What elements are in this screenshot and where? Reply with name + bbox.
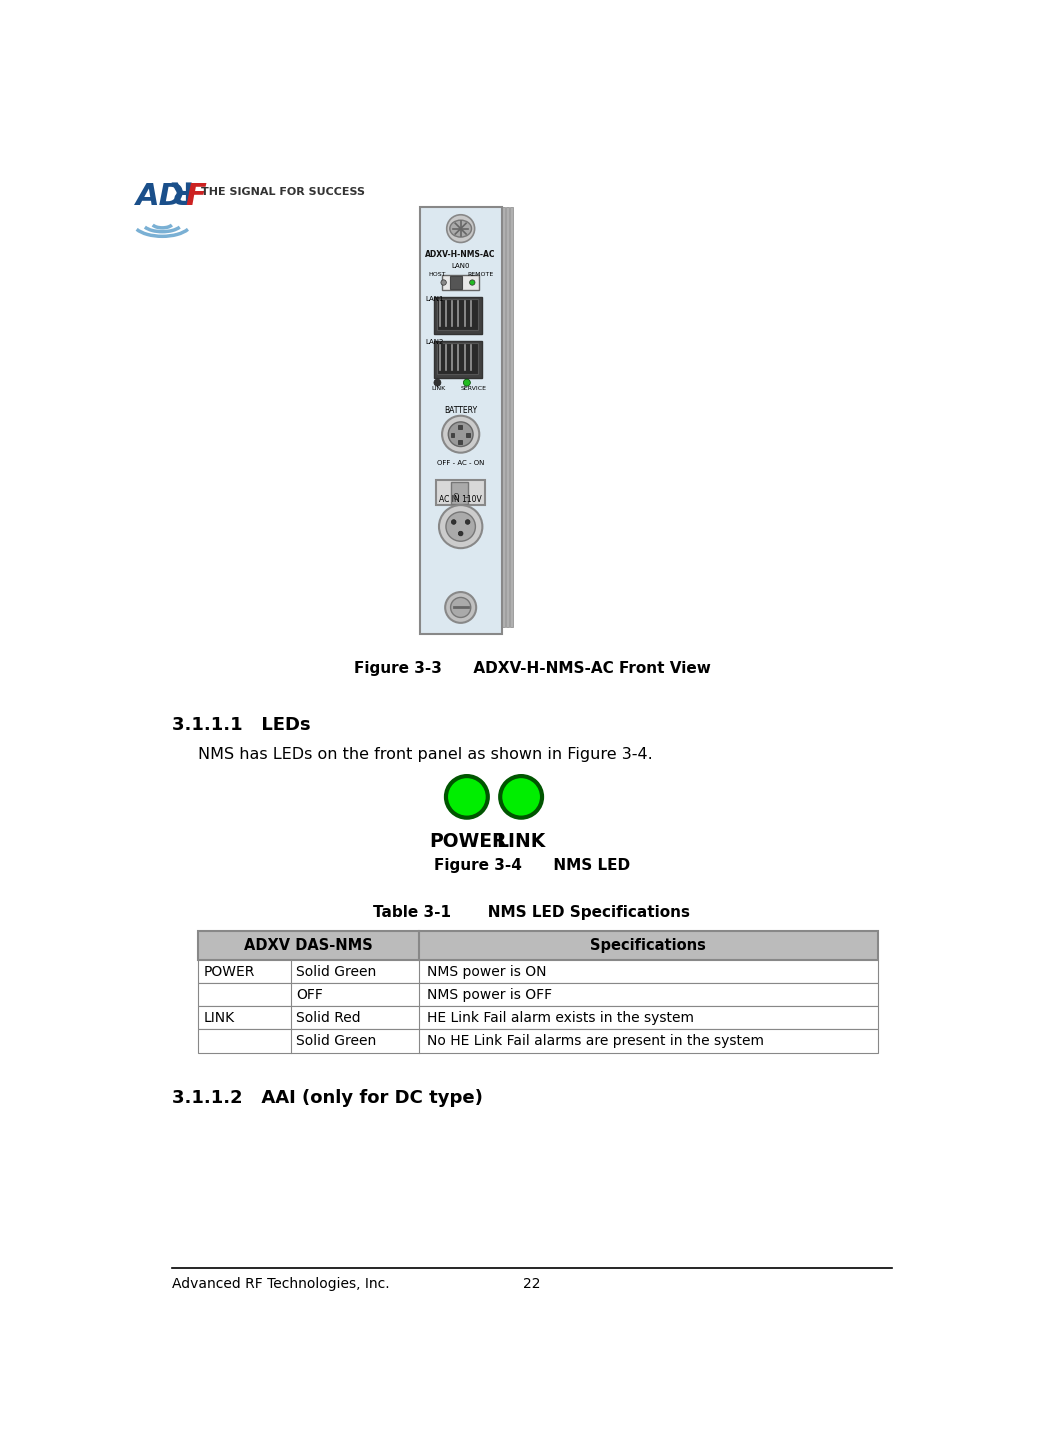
- Circle shape: [434, 379, 441, 386]
- Bar: [198, 1006, 877, 1029]
- Text: Specifications: Specifications: [591, 938, 706, 954]
- Text: BATTERY: BATTERY: [444, 406, 477, 415]
- Bar: [436, 480, 486, 505]
- Circle shape: [441, 280, 446, 285]
- Ellipse shape: [449, 220, 471, 237]
- Text: REMOTE: REMOTE: [467, 272, 493, 277]
- Circle shape: [446, 513, 475, 542]
- Text: NMS has LEDs on the front panel as shown in Figure 3-4.: NMS has LEDs on the front panel as shown…: [198, 747, 653, 761]
- Circle shape: [463, 379, 470, 386]
- Text: Table 3-1       NMS LED Specifications: Table 3-1 NMS LED Specifications: [374, 904, 690, 920]
- Text: LINK: LINK: [431, 386, 445, 392]
- Text: OFF: OFF: [297, 987, 323, 1002]
- Text: LAN0: LAN0: [452, 262, 470, 268]
- Bar: [198, 930, 877, 960]
- Bar: [506, 207, 509, 626]
- Bar: [434, 297, 483, 333]
- Bar: [450, 432, 455, 437]
- Text: SERVICE: SERVICE: [461, 386, 487, 392]
- Ellipse shape: [459, 531, 463, 536]
- Circle shape: [500, 776, 542, 818]
- Text: ꓤ: ꓤ: [170, 182, 193, 211]
- Bar: [198, 983, 877, 1006]
- Circle shape: [469, 280, 475, 285]
- Text: POWER: POWER: [203, 965, 254, 978]
- Circle shape: [442, 416, 480, 453]
- Ellipse shape: [465, 520, 470, 524]
- Text: NMS power is OFF: NMS power is OFF: [427, 987, 552, 1002]
- Bar: [434, 341, 483, 379]
- Text: POWER: POWER: [430, 833, 508, 852]
- Circle shape: [446, 214, 474, 243]
- Circle shape: [450, 597, 471, 617]
- Text: Figure 3-3      ADXV-H-NMS-AC Front View: Figure 3-3 ADXV-H-NMS-AC Front View: [354, 661, 710, 677]
- Text: HE Link Fail alarm exists in the system: HE Link Fail alarm exists in the system: [427, 1010, 693, 1025]
- Circle shape: [446, 776, 488, 818]
- Text: No HE Link Fail alarms are present in the system: No HE Link Fail alarms are present in th…: [427, 1034, 764, 1048]
- Text: 3.1.1.2   AAI (only for DC type): 3.1.1.2 AAI (only for DC type): [172, 1089, 484, 1108]
- Bar: [459, 440, 462, 444]
- Bar: [198, 1029, 877, 1053]
- Text: THE SIGNAL FOR SUCCESS: THE SIGNAL FOR SUCCESS: [201, 186, 365, 197]
- Text: HOST: HOST: [428, 272, 445, 277]
- Text: ADXV-H-NMS-AC: ADXV-H-NMS-AC: [426, 250, 496, 259]
- Bar: [442, 275, 480, 290]
- Text: LINK: LINK: [496, 833, 546, 852]
- Text: LAN1: LAN1: [425, 296, 443, 301]
- Text: OFF - AC - ON: OFF - AC - ON: [437, 460, 485, 466]
- Text: Solid Red: Solid Red: [297, 1010, 361, 1025]
- Ellipse shape: [452, 520, 456, 524]
- Text: ADXV DAS-NMS: ADXV DAS-NMS: [244, 938, 373, 954]
- Text: Solid Green: Solid Green: [297, 965, 377, 978]
- Text: Solid Green: Solid Green: [297, 1034, 377, 1048]
- Bar: [510, 207, 513, 626]
- Bar: [437, 300, 477, 331]
- Bar: [466, 432, 470, 437]
- Bar: [449, 277, 462, 288]
- Text: AD: AD: [136, 182, 185, 211]
- Text: AC IN 110V: AC IN 110V: [439, 495, 482, 504]
- Text: LINK: LINK: [203, 1010, 235, 1025]
- Text: O  –: O –: [453, 494, 469, 502]
- Bar: [198, 960, 877, 983]
- Circle shape: [448, 422, 473, 447]
- Circle shape: [439, 505, 483, 547]
- Bar: [437, 344, 477, 374]
- Circle shape: [445, 593, 476, 623]
- FancyBboxPatch shape: [420, 207, 501, 635]
- Text: 3.1.1.1   LEDs: 3.1.1.1 LEDs: [172, 716, 311, 734]
- Text: NMS power is ON: NMS power is ON: [427, 965, 546, 978]
- Bar: [452, 482, 468, 504]
- Text: 22: 22: [523, 1277, 541, 1291]
- Bar: [501, 207, 504, 626]
- Bar: [459, 425, 462, 430]
- Text: Figure 3-4      NMS LED: Figure 3-4 NMS LED: [434, 859, 630, 874]
- Text: Advanced RF Technologies, Inc.: Advanced RF Technologies, Inc.: [172, 1277, 390, 1291]
- Text: LAN2: LAN2: [425, 339, 443, 345]
- Text: F: F: [186, 182, 207, 211]
